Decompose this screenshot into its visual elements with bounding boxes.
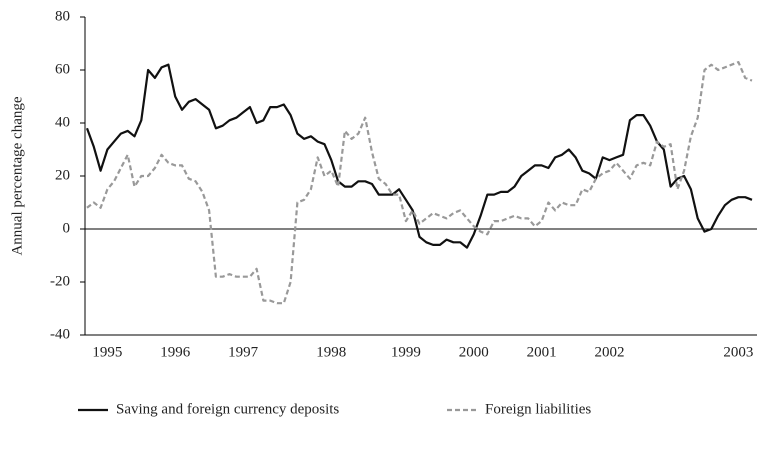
x-tick-label: 1999 <box>391 344 421 360</box>
x-tick-label: 2003 <box>723 344 753 360</box>
legend-label: Saving and foreign currency deposits <box>116 401 339 417</box>
y-tick-label: -40 <box>50 326 70 342</box>
legend-label: Foreign liabilities <box>485 401 591 417</box>
y-tick-label: 20 <box>55 167 70 183</box>
x-tick-label: 1995 <box>92 344 122 360</box>
x-tick-label: 1998 <box>316 344 346 360</box>
x-tick-label: 2001 <box>527 344 557 360</box>
y-axis-label: Annual percentage change <box>9 96 25 255</box>
x-tick-label: 2000 <box>459 344 489 360</box>
series-line <box>86 61 753 305</box>
series-line <box>85 63 753 249</box>
y-tick-label: 60 <box>55 61 70 77</box>
y-tick-label: 80 <box>55 8 70 24</box>
y-tick-label: -20 <box>50 273 70 289</box>
x-tick-label: 2002 <box>595 344 625 360</box>
y-tick-label: 40 <box>55 114 70 130</box>
x-tick-label: 1997 <box>228 344 259 360</box>
y-tick-label: 0 <box>63 220 71 236</box>
x-tick-label: 1996 <box>160 344 191 360</box>
